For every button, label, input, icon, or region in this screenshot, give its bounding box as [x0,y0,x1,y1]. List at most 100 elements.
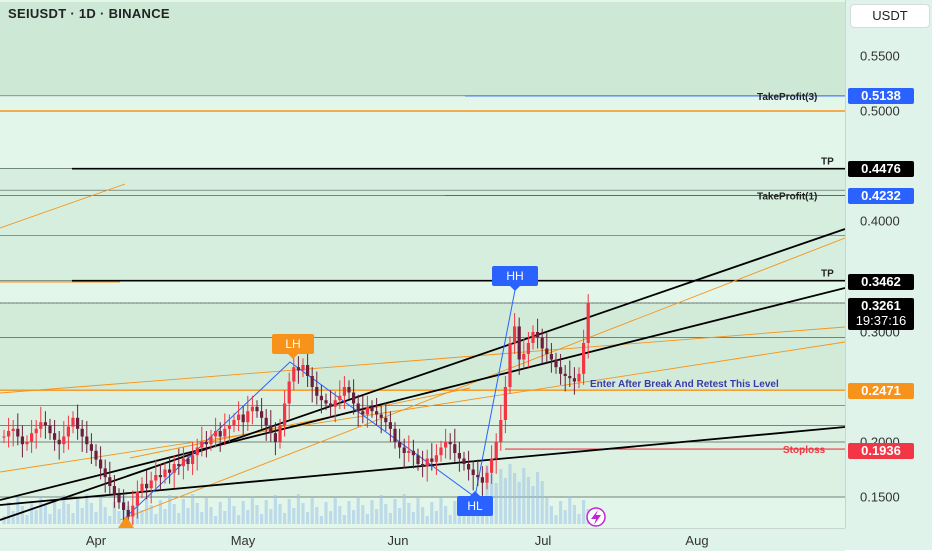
candle-body [80,428,84,437]
volume-bar [536,472,540,524]
time-axis[interactable]: Apr May Jun Jul Aug [0,528,845,551]
candle-body [586,303,590,343]
volume-bar [140,510,144,524]
volume-bar [204,498,208,524]
volume-bar [7,502,11,524]
candle-body [522,354,526,360]
volume-bar [370,500,374,524]
candle-body [2,436,6,438]
candle-body [467,464,471,470]
zone-band [0,168,845,281]
candle-body [480,477,484,483]
candle-body [214,431,218,437]
price-badge: 0.3261 19:37:16 [848,298,914,330]
price-badge: 0.4232 [848,188,914,204]
candle-body [549,354,553,360]
stoploss-label: Stoploss [783,445,826,456]
low-pivot-marker [118,516,134,528]
volume-bar [76,499,80,524]
candle-body [352,392,356,404]
volume-bar [568,496,572,524]
volume-bar [572,505,576,524]
volume-bar [425,516,429,524]
candle-body [154,475,158,481]
volume-bar [522,468,526,524]
candle-body [517,326,521,360]
volume-bar [549,506,553,524]
volume-bar [310,498,314,524]
candle-body [53,433,57,440]
volume-bar [223,511,227,524]
volume-bar [306,512,310,524]
candle-countdown: 19:37:16 [855,313,907,328]
volume-bar [508,464,512,524]
candle-body [411,450,415,456]
volume-bar [430,502,434,524]
candle-body [85,436,89,445]
volume-bar [112,502,116,524]
chart-canvas[interactable]: TakeProfit(3) TP TakeProfit(1) TP Enter Afte… [0,0,845,528]
flash-icon [591,510,601,525]
candle-body [476,475,480,478]
candle-body [287,381,291,404]
candle-body [310,376,314,387]
chart-plot-area[interactable]: TakeProfit(3) TP TakeProfit(1) TP Enter Afte… [0,0,845,528]
volume-bar [57,509,61,524]
volume-bar [39,496,43,524]
candle-body [255,406,259,412]
price-badge: 0.1936 [848,443,914,459]
candle-body [361,411,365,415]
candle-body [425,458,429,467]
candle-body [416,455,420,464]
take-profit-1-label: TakeProfit(1) [757,191,817,202]
candle-body [434,455,438,462]
candle-body [163,469,167,478]
price-tick-label: 0.1500 [860,489,900,505]
channel-trend-line [0,287,845,501]
volume-bar [16,497,20,524]
volume-bar [2,516,6,524]
time-tick-label: Jul [534,533,552,548]
zone-band [0,390,845,497]
volume-bar [352,510,356,524]
volume-bar [517,482,521,524]
volume-bar [80,508,84,524]
volume-bar [453,501,457,524]
symbol-title: SEIUSDT · 1D · BINANCE [8,6,170,21]
volume-bar [269,509,273,524]
candle-body [421,464,425,467]
volume-bar [384,504,388,524]
candle-body [375,411,379,415]
volume-bar [421,507,425,524]
candle-body [494,442,498,459]
candle-body [444,442,448,448]
volume-bar [513,473,517,524]
candle-body [296,367,300,371]
volume-bar [531,486,535,524]
currency-selector[interactable]: USDT [850,4,930,28]
orange-trend-line [129,387,471,459]
volume-bar [439,497,443,524]
candle-body [112,486,116,495]
candle-body [11,428,15,431]
candle-body [149,480,153,489]
volume-bar [526,477,530,524]
candle-body [398,442,402,448]
volume-bar [577,514,581,524]
candle-body [94,450,98,460]
volume-bar [53,500,57,524]
candle-body [66,426,70,437]
candle-body [25,442,29,445]
candle-body [319,395,323,401]
candle-body [545,348,549,354]
candle-body [232,420,236,426]
price-badge: 0.3462 [848,274,914,290]
volume-bar [232,506,236,524]
candle-body [241,414,245,423]
candle-body [430,458,434,462]
time-tick-label: May [230,533,256,548]
price-axis[interactable]: USDT 0.5500 0.5000 0.4000 0.3000 0.2000 0.150… [845,0,932,528]
candle-body [407,450,411,453]
candle-body [453,444,457,453]
volume-bar [554,515,558,524]
